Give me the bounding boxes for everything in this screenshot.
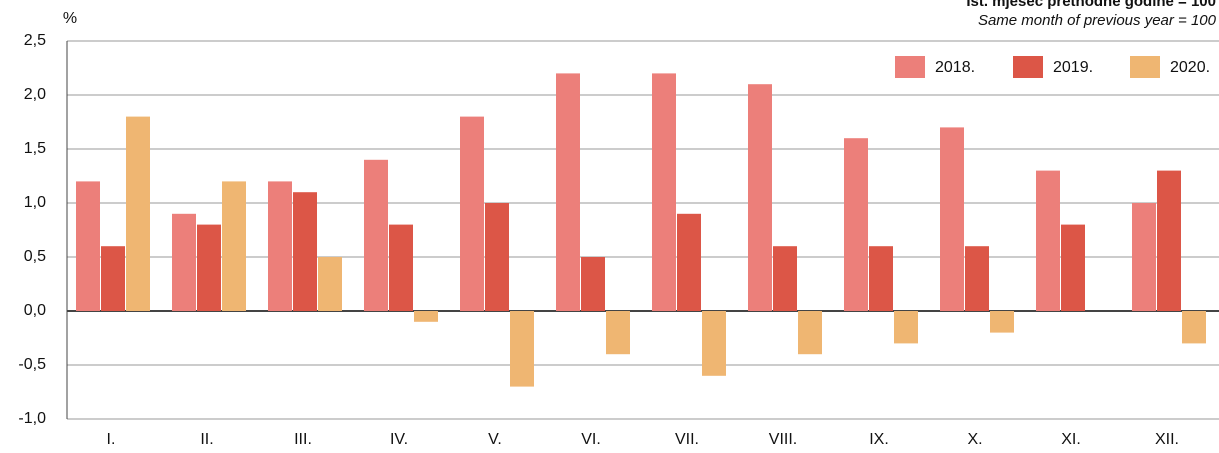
y-tick-label: 2,0 <box>24 86 46 103</box>
bar <box>126 116 150 311</box>
legend-swatch <box>1013 56 1043 78</box>
legend-label: 2020. <box>1170 59 1210 76</box>
bar <box>364 159 388 311</box>
bar <box>172 213 196 311</box>
y-tick-label: 1,0 <box>24 194 46 211</box>
bar <box>798 311 822 355</box>
bar <box>197 224 221 311</box>
x-tick-label: IV. <box>390 431 408 448</box>
x-tick-label: X. <box>967 431 982 448</box>
bar <box>389 224 413 311</box>
bar <box>677 213 701 311</box>
y-tick-label: -0,5 <box>18 356 46 373</box>
subtitle: Ist. mjesec prethodne godine = 100 <box>966 0 1216 10</box>
x-tick-label: VIII. <box>769 431 797 448</box>
bar <box>773 246 797 311</box>
legend-swatch <box>1130 56 1160 78</box>
x-tick-label: III. <box>294 431 312 448</box>
y-tick-label: 0,5 <box>24 248 46 265</box>
bar <box>1036 170 1060 311</box>
bar <box>101 246 125 311</box>
bar <box>1132 203 1156 311</box>
bar <box>293 192 317 311</box>
x-tick-label: XII. <box>1155 431 1179 448</box>
bar <box>510 311 534 387</box>
y-tick-label: -1,0 <box>18 410 46 427</box>
bar <box>318 257 342 311</box>
bar <box>581 257 605 311</box>
bar <box>222 181 246 311</box>
bar <box>460 116 484 311</box>
bar <box>606 311 630 355</box>
bar <box>556 73 580 312</box>
bar <box>76 181 100 311</box>
bar <box>1182 311 1206 344</box>
bar <box>702 311 726 376</box>
x-tick-label: VI. <box>581 431 601 448</box>
bar <box>1061 224 1085 311</box>
bar <box>1157 170 1181 311</box>
y-axis-label: % <box>63 10 77 27</box>
y-tick-label: 2,5 <box>24 32 46 49</box>
bar <box>894 311 918 344</box>
bar <box>965 246 989 311</box>
bar <box>990 311 1014 333</box>
x-tick-label: II. <box>200 431 213 448</box>
bar <box>748 84 772 311</box>
bar <box>268 181 292 311</box>
bar <box>414 311 438 322</box>
y-tick-label: 1,5 <box>24 140 46 157</box>
legend-label: 2018. <box>935 59 975 76</box>
x-tick-label: XI. <box>1061 431 1081 448</box>
y-tick-label: 0,0 <box>24 302 46 319</box>
bar <box>652 73 676 312</box>
bar <box>940 127 964 312</box>
bar <box>869 246 893 311</box>
x-tick-label: VII. <box>675 431 699 448</box>
x-tick-label: IX. <box>869 431 889 448</box>
legend-label: 2019. <box>1053 59 1093 76</box>
x-tick-label: I. <box>107 431 116 448</box>
subtitle: Same month of previous year = 100 <box>978 12 1217 29</box>
x-tick-label: V. <box>488 431 502 448</box>
legend-swatch <box>895 56 925 78</box>
bar <box>485 203 509 311</box>
bar <box>844 138 868 311</box>
